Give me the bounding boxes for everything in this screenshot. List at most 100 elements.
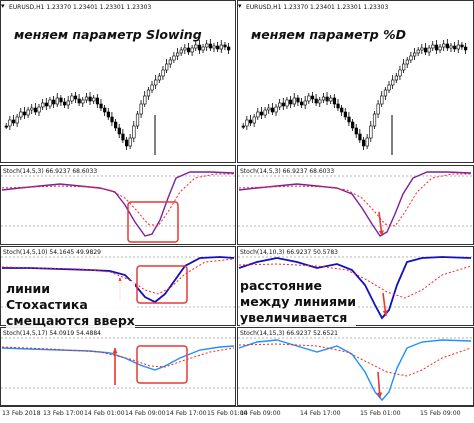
candle-body [434,44,439,51]
candle-body [15,116,19,124]
candle-body [124,139,129,147]
note-line: Стохастика [6,297,88,312]
candle-body [132,125,136,139]
candle-body [248,119,253,124]
candle-body [252,116,256,124]
time-tick: 13 Feb 17:00 [43,410,84,417]
candle-body [30,107,34,111]
stoch-signal-line [1,258,235,295]
candle-body [449,45,453,49]
candle-body [179,49,183,54]
pane-frame [237,165,474,245]
candle-body [59,97,63,103]
candle-body [44,102,48,107]
candle-body [369,125,373,139]
candle-body [281,102,285,107]
candle-body [245,119,249,127]
time-tick: 13 Feb 2018 [2,410,41,417]
candle-body [372,113,377,127]
candle-body [340,107,344,113]
candle-body [314,98,318,104]
candle-body [394,75,398,81]
time-tick: 14 Feb 17:00 [166,410,207,417]
stoch-label-2: Stoch(14,5,10) 54.1645 49.9829 [3,249,101,256]
time-tick: 14 Feb 09:00 [125,410,166,417]
candle-body [172,55,176,61]
note-line: увеличивается [240,310,348,325]
candle-body [303,100,307,106]
candle-body [190,47,194,53]
candle-body [194,44,198,49]
chart-window-icon[interactable]: ▾ [238,2,242,10]
candle-body [146,89,151,97]
annotation-note: линии Стохастика смещаются вверх [6,281,135,329]
candle-body [197,44,202,51]
stoch-signal-line [1,346,235,368]
candle-body [154,79,158,86]
chart-window-icon[interactable]: ▾ [1,2,5,10]
candle-body [332,97,337,105]
candle-body [453,45,457,50]
candle-body [383,89,388,97]
note-line: расстояние [240,278,322,293]
note-line: смещаются вверх [6,313,135,328]
stoch-main-line [238,339,472,402]
candle-body [456,44,460,50]
candle-body [420,47,424,51]
pane-frame [0,165,236,245]
candle-body [402,63,406,71]
candle-body [413,52,417,57]
highlight-box [127,201,179,243]
candle-body [212,45,216,49]
candle-body [186,47,191,53]
pane-frame [237,0,474,163]
time-tick: 14 Feb 01:00 [84,410,125,417]
candle-body [321,96,326,101]
candle-body [219,44,223,50]
candle-body [431,44,435,49]
candle-body [285,99,289,107]
candle-body [256,111,260,118]
stoch-main-line [1,345,235,371]
candle-body [52,99,56,105]
candle-body [361,139,366,147]
time-tick: 15 Feb 01:00 [360,410,401,417]
candle-body [398,69,402,77]
candle-body [33,107,38,113]
candle-body [110,116,114,123]
candle-body [343,111,347,118]
candle-body [310,95,315,100]
candle-body [391,79,395,86]
candle-body [41,102,45,108]
candle-body [380,95,384,105]
candle-body [329,97,333,102]
candle-body [416,49,420,54]
stoch-label-1: Stoch(14,5,3) 66.9237 68.6033 [3,168,98,175]
candle-body [438,46,442,51]
note-line: между линиями [240,294,357,309]
candle-body [318,99,322,104]
pane-frame [237,327,474,406]
candle-body [88,96,92,102]
candle-body [121,133,125,141]
candle-body [464,46,468,51]
panel-heading: меняем параметр Slowing [14,27,202,42]
candle-body [63,101,67,106]
time-tick: 15 Feb 09:00 [420,410,461,417]
candle-body [423,47,428,53]
candle-body [460,44,464,48]
candle-body [92,97,96,102]
stoch-label-3: Stoch(14,15,3) 66.9237 52.6521 [240,330,338,337]
arrow-head [112,348,118,354]
stoch-signal-line [238,263,472,299]
candle-body [267,107,271,111]
pane-frame [0,327,236,406]
candle-body [135,113,140,127]
candle-body [157,75,161,81]
candle-body [48,99,52,107]
candle-body [292,97,296,105]
candle-body [37,106,41,113]
candle-body [95,97,100,105]
